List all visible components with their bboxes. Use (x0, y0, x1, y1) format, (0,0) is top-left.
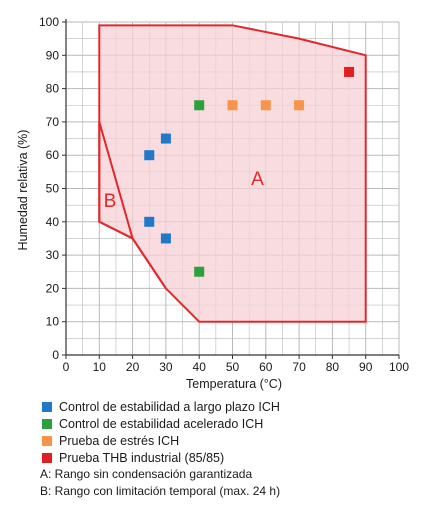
legend-swatch (42, 436, 52, 446)
y-tick-label: 100 (39, 15, 59, 29)
region-label-b: B (104, 191, 117, 212)
y-tick-label: 70 (46, 115, 60, 129)
legend-label: Control de estabilidad acelerado ICH (59, 416, 263, 433)
note-region-b: B: Rango con limitación temporal (max. 2… (40, 483, 425, 500)
data-point (161, 134, 171, 144)
legend-label: Prueba de estrés ICH (59, 433, 179, 450)
regions: AB (99, 25, 365, 321)
y-tick-label: 80 (46, 82, 60, 96)
data-point (261, 100, 271, 110)
data-point (144, 217, 154, 227)
x-tick-label: 20 (126, 360, 140, 374)
y-axis-label: Humedad relativa (%) (16, 130, 30, 251)
legend-label: Control de estabilidad a largo plazo ICH (59, 399, 280, 416)
data-point (161, 233, 171, 243)
y-tick-labels: 0 10 20 30 40 50 60 70 80 90 100 (39, 15, 66, 362)
note-region-a: A: Rango sin condensación garantizada (40, 466, 425, 483)
data-point (194, 100, 204, 110)
y-tick-label: 90 (46, 48, 60, 62)
legend-item: Prueba THB industrial (85/85) (40, 450, 420, 467)
y-tick-label: 20 (46, 281, 60, 295)
legend-swatch (42, 402, 52, 412)
x-tick-label: 10 (93, 360, 107, 374)
region-label-a: A (251, 169, 264, 190)
legend-label: Prueba THB industrial (85/85) (59, 450, 224, 467)
y-tick-label: 30 (46, 248, 60, 262)
chart: AB 0 10 20 30 40 50 60 70 80 90 100 01020304050607… (0, 0, 429, 395)
data-point (294, 100, 304, 110)
x-tick-label: 60 (259, 360, 273, 374)
x-tick-label: 50 (226, 360, 240, 374)
legend-item: Control de estabilidad a largo plazo ICH (40, 399, 420, 416)
x-tick-label: 70 (292, 360, 306, 374)
data-point (144, 150, 154, 160)
legend-swatch (42, 453, 52, 463)
x-tick-label: 0 (63, 360, 70, 374)
x-tick-label: 30 (159, 360, 173, 374)
y-tick-label: 60 (46, 148, 60, 162)
y-tick-label: 10 (46, 315, 60, 329)
data-point (344, 67, 354, 77)
legend-item: Control de estabilidad acelerado ICH (40, 416, 420, 433)
data-point (228, 100, 238, 110)
x-tick-label: 90 (359, 360, 373, 374)
x-tick-labels: 0 10 20 30 40 50 60 70 80 90 100 (63, 355, 410, 374)
data-point (194, 267, 204, 277)
y-tick-label: 0 (52, 348, 59, 362)
region-a (99, 25, 365, 321)
x-tick-label: 80 (326, 360, 340, 374)
legend: Control de estabilidad a largo plazo ICH… (40, 399, 420, 467)
legend-item: Prueba de estrés ICH (40, 433, 420, 450)
x-tick-label: 100 (389, 360, 409, 374)
region-notes: A: Rango sin condensación garantizada B:… (40, 466, 425, 500)
x-axis-label: Temperatura (°C) (186, 377, 282, 391)
y-tick-label: 40 (46, 215, 60, 229)
y-tick-label: 50 (46, 182, 60, 196)
legend-swatch (42, 419, 52, 429)
x-tick-label: 40 (193, 360, 207, 374)
